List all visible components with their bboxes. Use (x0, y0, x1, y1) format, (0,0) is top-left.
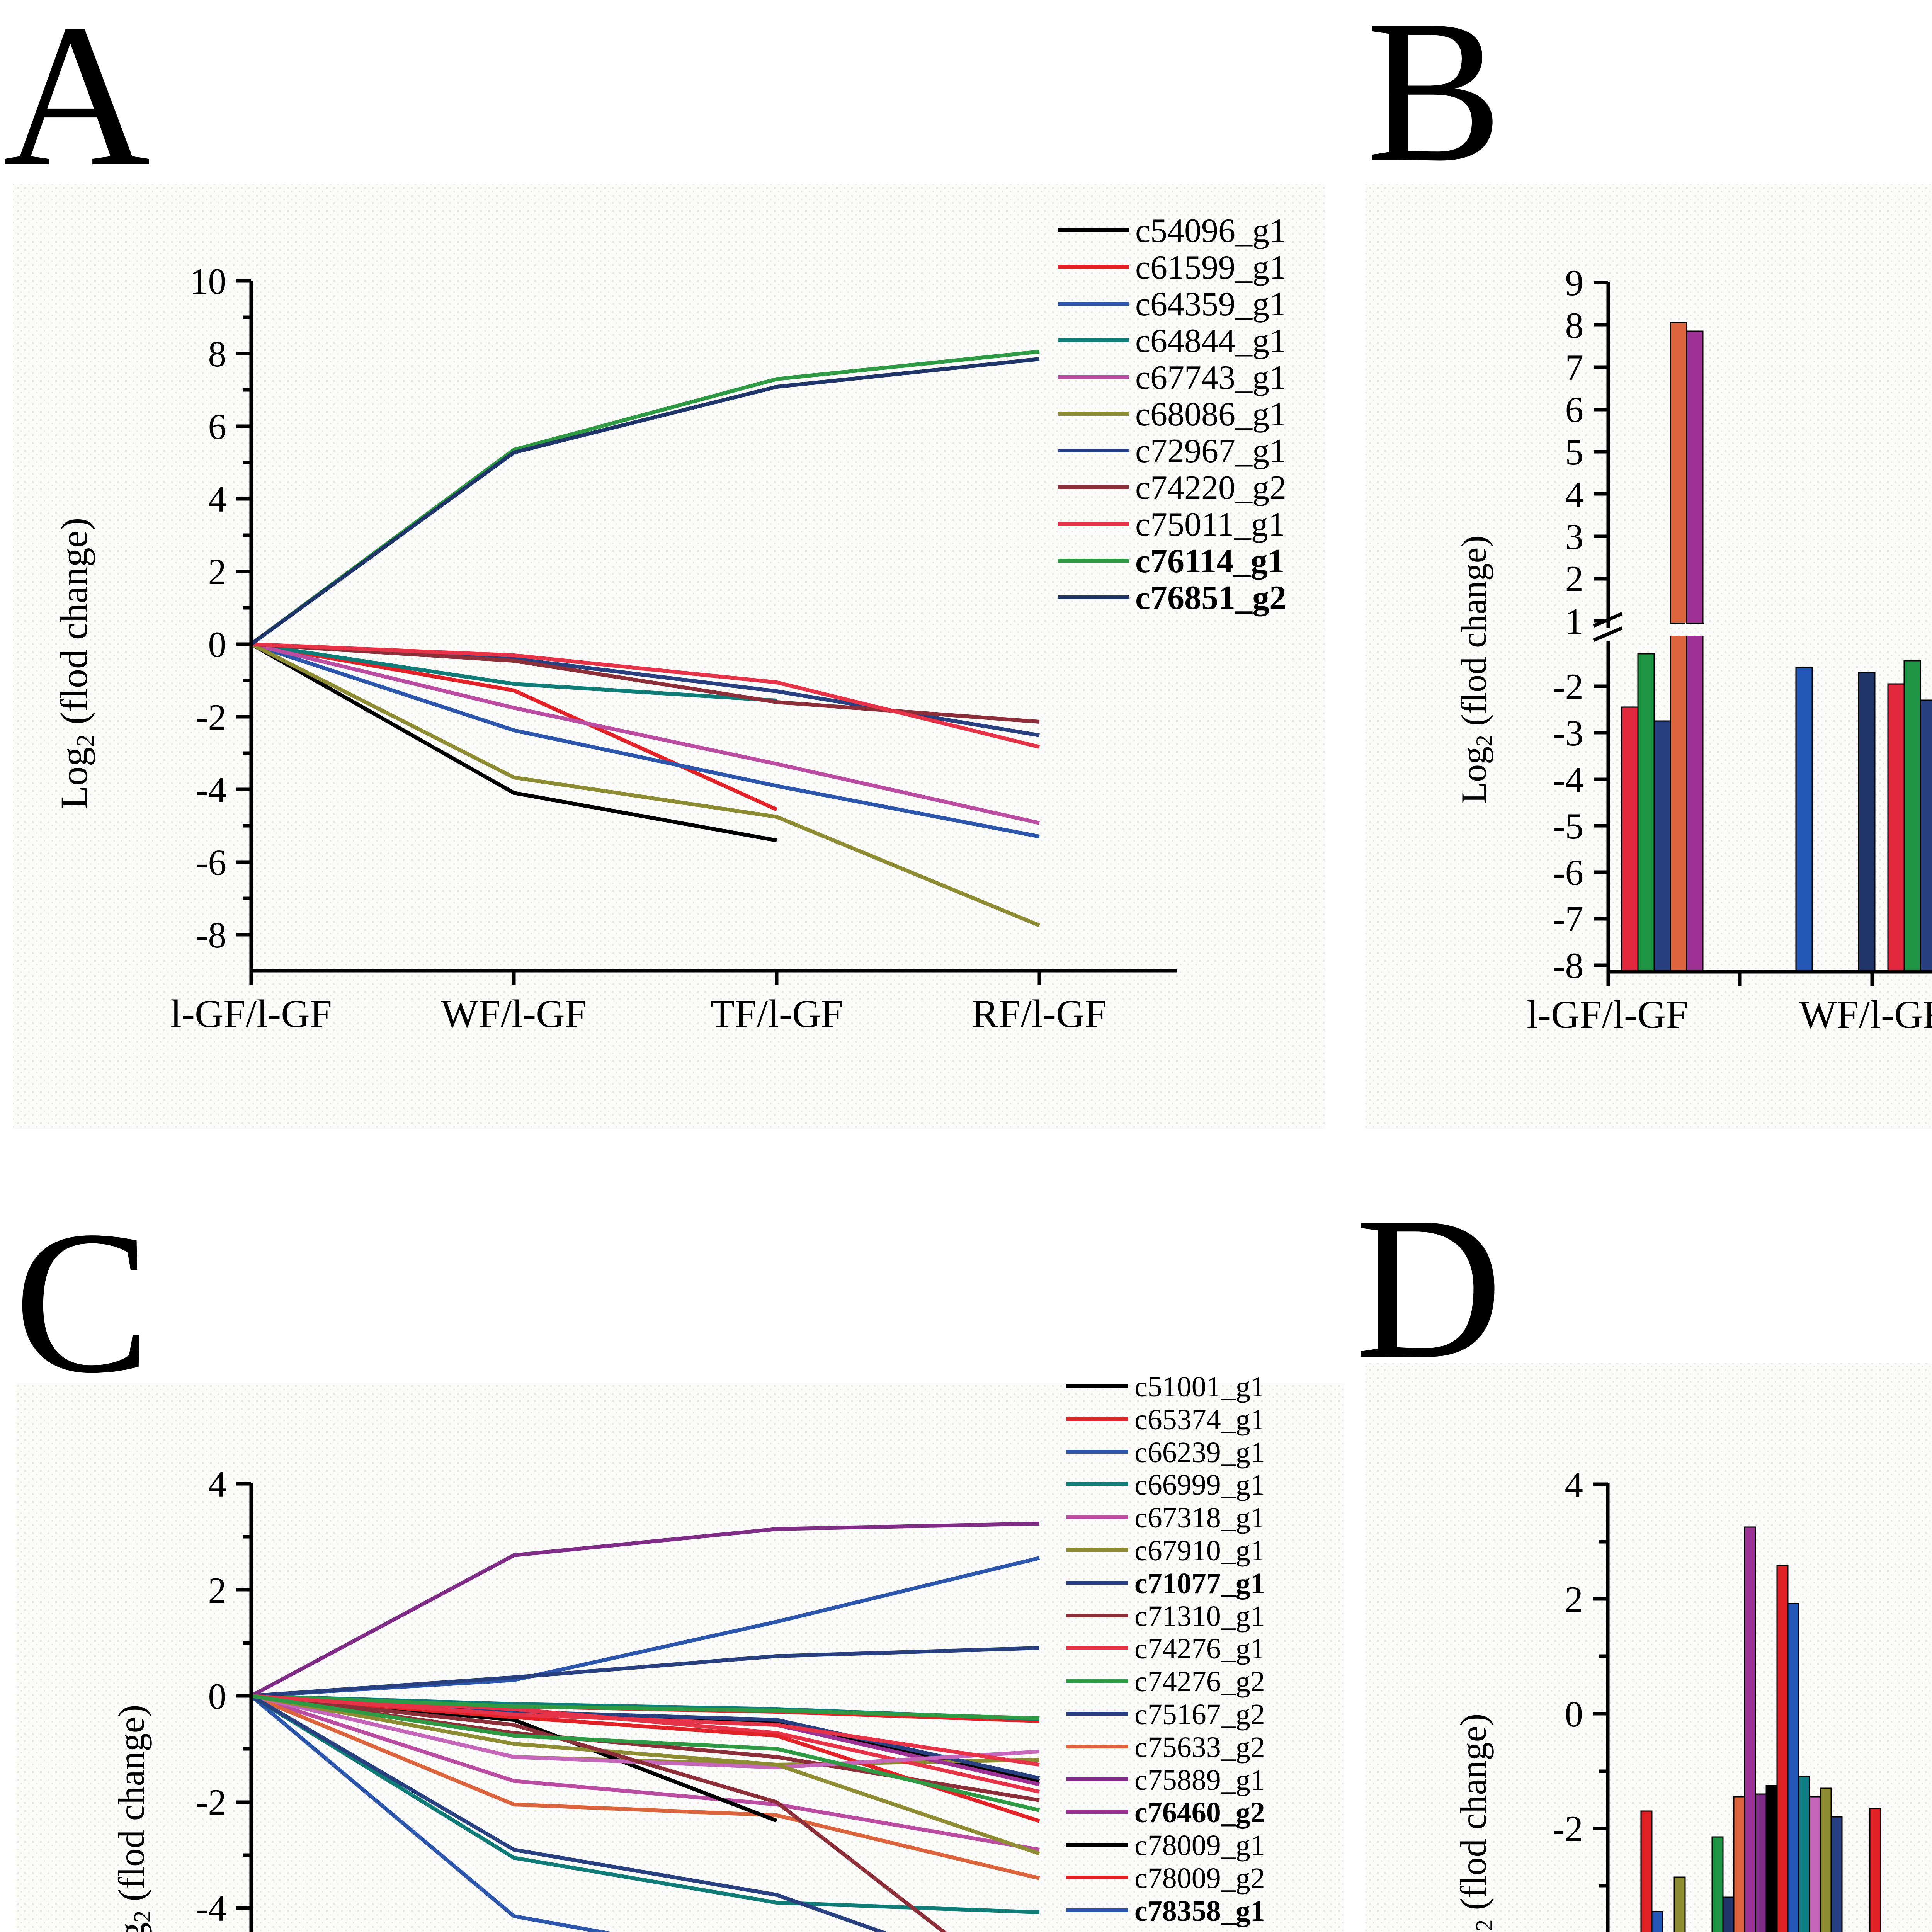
svg-text:-4: -4 (1553, 1923, 1583, 1932)
svg-text:0: 0 (208, 624, 227, 665)
svg-text:4: 4 (208, 479, 227, 520)
svg-text:4: 4 (1565, 474, 1584, 515)
svg-text:C: C (14, 1189, 151, 1415)
svg-text:c74276_g1: c74276_g1 (1134, 1633, 1265, 1665)
svg-text:2: 2 (208, 551, 227, 592)
svg-text:D: D (1355, 1174, 1503, 1401)
svg-text:-4: -4 (1553, 759, 1583, 800)
svg-text:c66239_g1: c66239_g1 (1134, 1436, 1265, 1469)
svg-text:Log2 (flod change): Log2 (flod change) (53, 518, 100, 810)
svg-text:-5: -5 (1553, 806, 1583, 847)
svg-text:c68086_g1: c68086_g1 (1135, 396, 1286, 433)
svg-text:2: 2 (1565, 1579, 1583, 1620)
svg-text:-4: -4 (196, 769, 226, 810)
svg-text:c71077_g1: c71077_g1 (1134, 1567, 1265, 1600)
svg-text:7: 7 (1565, 347, 1584, 388)
svg-text:-2: -2 (1553, 666, 1583, 707)
svg-text:-3: -3 (1553, 713, 1583, 753)
svg-text:1: 1 (1565, 601, 1584, 642)
svg-text:8: 8 (1565, 305, 1584, 346)
svg-text:l-GF/l-GF: l-GF/l-GF (1527, 993, 1688, 1037)
svg-text:c67318_g1: c67318_g1 (1134, 1502, 1265, 1534)
svg-text:WF/l-GF: WF/l-GF (441, 992, 587, 1036)
svg-text:6: 6 (1565, 389, 1584, 430)
svg-text:2: 2 (208, 1570, 227, 1611)
svg-text:B: B (1366, 0, 1503, 204)
svg-text:4: 4 (208, 1464, 227, 1505)
svg-text:3: 3 (1565, 516, 1584, 557)
svg-text:c61599_g1: c61599_g1 (1135, 249, 1286, 286)
svg-text:c75167_g2: c75167_g2 (1134, 1698, 1265, 1731)
svg-text:-8: -8 (1553, 945, 1583, 986)
svg-text:-2: -2 (1553, 1808, 1583, 1849)
svg-text:c78358_g1: c78358_g1 (1134, 1895, 1265, 1927)
svg-text:-7: -7 (1553, 898, 1583, 939)
svg-text:Log2 (flod change): Log2 (flod change) (1453, 1714, 1498, 1932)
svg-text:4: 4 (1565, 1464, 1583, 1505)
svg-text:-2: -2 (196, 697, 226, 738)
svg-text:Log2 (flod change): Log2 (flod change) (111, 1705, 156, 1932)
svg-text:WF/l-GF: WF/l-GF (1799, 993, 1932, 1037)
svg-text:c54096_g1: c54096_g1 (1135, 212, 1286, 250)
svg-text:c65374_g1: c65374_g1 (1134, 1403, 1265, 1436)
svg-text:c78009_g2: c78009_g2 (1134, 1862, 1265, 1895)
svg-text:9: 9 (1565, 262, 1584, 303)
svg-text:c71310_g1: c71310_g1 (1134, 1600, 1265, 1633)
svg-text:c75889_g1: c75889_g1 (1134, 1764, 1265, 1796)
svg-text:0: 0 (208, 1676, 227, 1717)
svg-text:-6: -6 (1553, 852, 1583, 893)
svg-text:l-GF/l-GF: l-GF/l-GF (170, 992, 332, 1036)
svg-text:c76851_g2: c76851_g2 (1135, 579, 1286, 617)
svg-text:c78773_g1: c78773_g1 (1134, 1928, 1265, 1932)
svg-text:-6: -6 (196, 842, 226, 883)
svg-text:c67910_g1: c67910_g1 (1134, 1534, 1265, 1567)
svg-text:c51001_g1: c51001_g1 (1134, 1371, 1265, 1403)
svg-text:c78009_g1: c78009_g1 (1134, 1829, 1265, 1862)
svg-text:-4: -4 (196, 1888, 226, 1929)
svg-text:c75633_g2: c75633_g2 (1134, 1731, 1265, 1764)
svg-text:6: 6 (208, 406, 227, 447)
svg-text:8: 8 (208, 333, 227, 374)
svg-text:2: 2 (1565, 558, 1584, 599)
svg-text:A: A (3, 0, 151, 209)
svg-text:-2: -2 (196, 1782, 226, 1823)
svg-text:5: 5 (1565, 432, 1584, 473)
svg-text:c72967_g1: c72967_g1 (1135, 432, 1286, 470)
svg-text:c75011_g1: c75011_g1 (1135, 506, 1285, 543)
svg-text:c74276_g2: c74276_g2 (1134, 1665, 1265, 1698)
svg-text:c67743_g1: c67743_g1 (1135, 359, 1286, 396)
svg-text:c64359_g1: c64359_g1 (1135, 286, 1286, 323)
svg-text:c66999_g1: c66999_g1 (1134, 1469, 1265, 1501)
svg-text:TF/l-GF: TF/l-GF (710, 992, 843, 1036)
svg-text:c74220_g2: c74220_g2 (1135, 469, 1286, 507)
svg-text:c76114_g1: c76114_g1 (1135, 543, 1284, 580)
svg-text:Log2 (flod change): Log2 (flod change) (1454, 536, 1497, 804)
svg-text:c64844_g1: c64844_g1 (1135, 322, 1286, 360)
svg-text:RF/l-GF: RF/l-GF (972, 992, 1107, 1036)
svg-text:0: 0 (1565, 1694, 1583, 1735)
svg-text:10: 10 (190, 261, 226, 302)
svg-text:-8: -8 (196, 915, 226, 956)
svg-text:c76460_g2: c76460_g2 (1134, 1796, 1265, 1829)
